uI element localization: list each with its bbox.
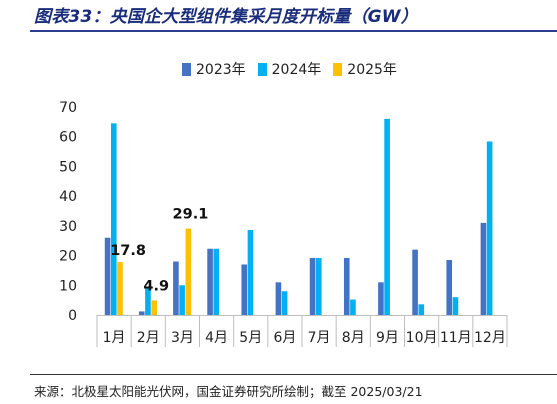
data-label: 17.8 bbox=[110, 243, 146, 259]
y-tick-label: 30 bbox=[59, 219, 77, 235]
legend-swatch-2025 bbox=[333, 62, 343, 76]
bar-2024年-9月 bbox=[384, 118, 390, 315]
bar-2025年-1月 bbox=[117, 262, 123, 315]
page-title: 图表33：央国企大型组件集采月度开标量（GW） bbox=[34, 7, 418, 27]
chart-legend: 2023年 2024年 2025年 bbox=[182, 59, 397, 79]
x-tick-label: 12月 bbox=[474, 330, 506, 346]
x-tick-label: 1月 bbox=[103, 330, 126, 346]
x-tick-label: 8月 bbox=[342, 330, 365, 346]
x-tick-label: 5月 bbox=[239, 330, 262, 346]
bar-2023年-8月 bbox=[343, 257, 350, 315]
x-tick-label: 4月 bbox=[205, 330, 228, 346]
y-tick-label: 60 bbox=[59, 130, 77, 146]
bar-2025年-3月 bbox=[185, 228, 192, 315]
x-tick-label: 11月 bbox=[440, 330, 472, 346]
bar-2023年-2月 bbox=[138, 311, 145, 315]
x-tick-label: 2月 bbox=[137, 330, 160, 346]
bar-2023年-1月 bbox=[104, 237, 111, 315]
bar-2024年-11月 bbox=[452, 297, 459, 315]
bar-2024年-6月 bbox=[281, 291, 288, 315]
legend-label-2024: 2024年 bbox=[271, 62, 322, 78]
bar-2024年-7月 bbox=[315, 257, 322, 315]
bar-2023年-11月 bbox=[446, 260, 453, 315]
legend-item-2024: 2024年 bbox=[257, 59, 322, 79]
bar-2024年-12月 bbox=[486, 141, 493, 315]
bar-2023年-3月 bbox=[173, 261, 179, 315]
bar-2024年-1月 bbox=[110, 123, 117, 315]
source-note: 来源：北极星太阳能光伏网，国金证券研究所绘制；截至 2025/03/21 bbox=[34, 384, 423, 399]
y-tick-label: 10 bbox=[59, 278, 77, 294]
legend-label-2025: 2025年 bbox=[347, 62, 397, 78]
bar-2023年-5月 bbox=[241, 264, 248, 315]
bar-2024年-2月 bbox=[145, 287, 151, 315]
bar-2024年-4月 bbox=[213, 248, 220, 315]
bar-2023年-12月 bbox=[480, 222, 487, 315]
bar-2024年-8月 bbox=[350, 299, 356, 315]
bar-2023年-4月 bbox=[207, 248, 213, 315]
bar-2025年-2月 bbox=[151, 300, 157, 315]
x-tick-label: 3月 bbox=[171, 330, 194, 346]
bar-2023年-10月 bbox=[412, 249, 418, 315]
x-tick-label: 6月 bbox=[273, 330, 296, 346]
legend-label-2023: 2023年 bbox=[196, 62, 246, 78]
x-tick-label: 9月 bbox=[376, 330, 399, 346]
legend-item-2023: 2023年 bbox=[182, 59, 246, 79]
y-tick-label: 0 bbox=[68, 308, 77, 324]
bar-2024年-5月 bbox=[247, 230, 254, 315]
footer-divider bbox=[30, 374, 557, 375]
bar-2023年-7月 bbox=[309, 257, 316, 315]
legend-swatch-2023 bbox=[182, 62, 191, 76]
y-tick-label: 70 bbox=[59, 100, 77, 116]
bar-2023年-6月 bbox=[275, 282, 282, 315]
bar-2023年-9月 bbox=[378, 282, 384, 315]
title-divider bbox=[30, 30, 557, 32]
legend-item-2025: 2025年 bbox=[333, 59, 397, 79]
data-label: 29.1 bbox=[173, 207, 209, 223]
x-tick-label: 7月 bbox=[308, 330, 331, 346]
bar-2024年-10月 bbox=[418, 304, 425, 315]
y-tick-label: 20 bbox=[59, 249, 77, 265]
y-tick-label: 40 bbox=[59, 189, 77, 205]
y-tick-label: 50 bbox=[59, 159, 77, 175]
legend-swatch-2024 bbox=[257, 62, 267, 76]
data-label: 4.9 bbox=[143, 278, 169, 294]
bar-2024年-3月 bbox=[179, 285, 185, 315]
x-tick-label: 10月 bbox=[406, 330, 438, 346]
